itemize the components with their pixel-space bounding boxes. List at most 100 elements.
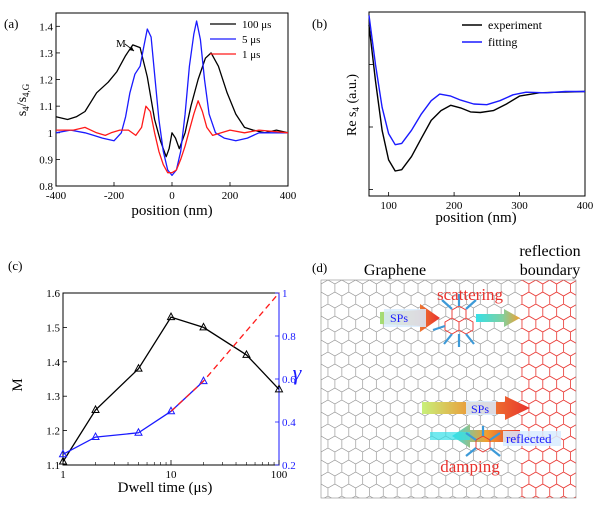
panel-c-label: (c) <box>8 258 22 273</box>
boundary-label-line1: reflection <box>519 243 580 260</box>
panel-a-annotation-m: M <box>116 38 126 50</box>
panel-a-series-line <box>55 20 288 177</box>
panel-a: (a) -400 -200 0 200 400 0.8 0.9 1 1.1 1.2 1.3 1.4 p… <box>4 12 297 219</box>
panel-c: (c) 1 10 100 1.1 1.2 1.3 1.4 1.5 1.6 0.2 0.4 0.6 0.8… <box>8 258 303 496</box>
panel-c-xtick-label: 1 <box>60 469 66 481</box>
panel-c-marker <box>199 322 208 331</box>
panel-a-annotation-arrowhead <box>129 47 134 51</box>
panel-b-series-line <box>368 25 586 172</box>
panel-b-xlabel: position (nm) <box>435 210 516 226</box>
panel-c-marker <box>91 404 100 413</box>
panel-d-label: (d) <box>312 260 327 275</box>
panel-a-xtick-label: 400 <box>280 190 297 202</box>
panel-c-ytick-right-label: 0.6 <box>282 374 296 386</box>
transmitted-arrow-top <box>476 309 520 327</box>
panel-b-xtick-label: 200 <box>446 200 463 212</box>
panel-d: (d) Graphene reflection boundary SPs sca… <box>312 243 581 499</box>
panel-c-ytick-left-label: 1.6 <box>46 288 60 300</box>
panel-c-axes: 1 10 100 1.1 1.2 1.3 1.4 1.5 1.6 0.2 0.4 0.6 0.8 1 <box>46 288 296 481</box>
panel-a-ytick-label: 1.1 <box>39 101 53 113</box>
panel-c-xtick-label: 100 <box>271 469 288 481</box>
panel-a-xtick-label: 0 <box>169 190 175 202</box>
panel-c-marker <box>91 431 100 441</box>
panel-a-xtick-label: -400 <box>46 190 67 202</box>
panel-c-ytick-right-label: 0.4 <box>282 417 296 429</box>
scatter-rays-top <box>432 294 477 347</box>
damping-rays <box>465 426 501 457</box>
scattering-label: scattering <box>437 285 504 304</box>
panel-c-ylabel-right: γ <box>293 360 303 385</box>
panel-c-ytick-left-label: 1.1 <box>46 460 60 472</box>
panel-b-legend: experiment fitting <box>462 18 543 49</box>
panel-a-ytick-label: 0.9 <box>39 154 53 166</box>
panel-b-ylabel: Re s4 (a.u.) <box>345 74 361 136</box>
panel-c-ytick-left-label: 1.5 <box>46 322 60 334</box>
panel-c-ytick-left-label: 1.3 <box>46 391 60 403</box>
panel-b-axes: 100 200 300 400 <box>369 64 594 212</box>
panel-c-marker <box>274 384 284 393</box>
panel-c-series-line <box>62 380 204 455</box>
panel-c-marker <box>199 376 208 385</box>
panel-a-ytick-label: 1.4 <box>39 21 53 33</box>
damping-label: damping <box>440 457 500 476</box>
panel-b-series <box>368 15 586 172</box>
panel-c-ytick-right-label: 0.2 <box>282 460 296 472</box>
panel-c-marker <box>134 363 143 372</box>
panel-c-ytick-left-label: 1.2 <box>46 426 60 438</box>
reflected-arrow-tail <box>430 432 470 440</box>
panel-a-xtick-label: 200 <box>222 190 239 202</box>
panel-c-ytick-right-label: 1 <box>282 288 288 300</box>
panel-a-series <box>55 20 289 177</box>
sps-label-top-bg <box>384 309 426 327</box>
panel-c-ylabel-left: M <box>10 378 26 391</box>
panel-b-legend-label: experiment <box>488 18 543 32</box>
reflection-boundary-lattice <box>521 280 576 498</box>
panel-a-ytick-label: 1.2 <box>39 75 53 87</box>
panel-b: (b) 100 200 300 400 position (nm) Re s4 (a.… <box>312 11 594 226</box>
panel-b-ylabel-text: Re s4 (a.u.) <box>345 74 361 136</box>
panel-b-xtick-label: 300 <box>511 200 528 212</box>
reflected-label-bg <box>503 431 561 446</box>
sps-label-top: SPs <box>390 311 408 325</box>
panel-a-ylabel-text: s4/s4,G <box>15 83 31 116</box>
panel-a-axes: -400 -200 0 200 400 0.8 0.9 1 1.1 1.2 1.3 1.4 <box>39 21 297 202</box>
panel-c-ytick-left-label: 1.4 <box>46 357 60 369</box>
panel-b-frame <box>368 11 586 197</box>
panel-c-marker <box>58 456 68 465</box>
reflected-label: reflected <box>506 431 552 446</box>
panel-c-xtick-label: 10 <box>166 469 178 481</box>
panel-c-marker <box>242 349 251 358</box>
panel-a-xlabel: position (nm) <box>131 203 212 219</box>
panel-c-marker <box>166 312 176 321</box>
panel-c-ytick-right-label: 0.8 <box>282 331 296 343</box>
panel-a-ylabel: s4/s4,G <box>15 83 31 116</box>
sps-label-bottom-bg <box>466 401 496 415</box>
panel-a-ytick-label: 1 <box>48 128 54 140</box>
panel-b-label: (b) <box>312 16 327 31</box>
graphene-label: Graphene <box>364 262 426 279</box>
panel-c-series <box>58 292 284 465</box>
panel-c-series-line <box>62 316 280 462</box>
boundary-label-line2: boundary <box>520 262 580 279</box>
panel-a-series-line <box>56 100 289 174</box>
panel-a-ytick-label: 1.3 <box>39 48 53 60</box>
panel-a-xtick-label: -200 <box>104 190 125 202</box>
panel-a-legend-label: 1 μs <box>242 49 260 61</box>
panel-a-label: (a) <box>4 16 18 31</box>
panel-a-ytick-label: 0.8 <box>39 181 53 193</box>
sps-label-bottom: SPs <box>471 402 489 416</box>
panel-c-series-line <box>170 292 280 412</box>
panel-b-xtick-label: 100 <box>380 200 397 212</box>
lattice-frame <box>320 279 577 499</box>
panel-b-legend-label: fitting <box>488 35 517 49</box>
panel-b-series-line <box>368 15 585 146</box>
panel-b-xtick-label: 400 <box>577 200 594 212</box>
panel-c-marker <box>134 427 143 436</box>
panel-c-marker <box>58 449 68 458</box>
panel-c-xlabel: Dwell time (μs) <box>118 480 213 496</box>
panel-a-legend-label: 100 μs <box>242 19 271 31</box>
panel-a-series-line <box>55 44 289 158</box>
panel-a-legend-label: 5 μs <box>242 34 260 46</box>
panel-a-legend: 100 μs 5 μs 1 μs <box>210 19 271 61</box>
